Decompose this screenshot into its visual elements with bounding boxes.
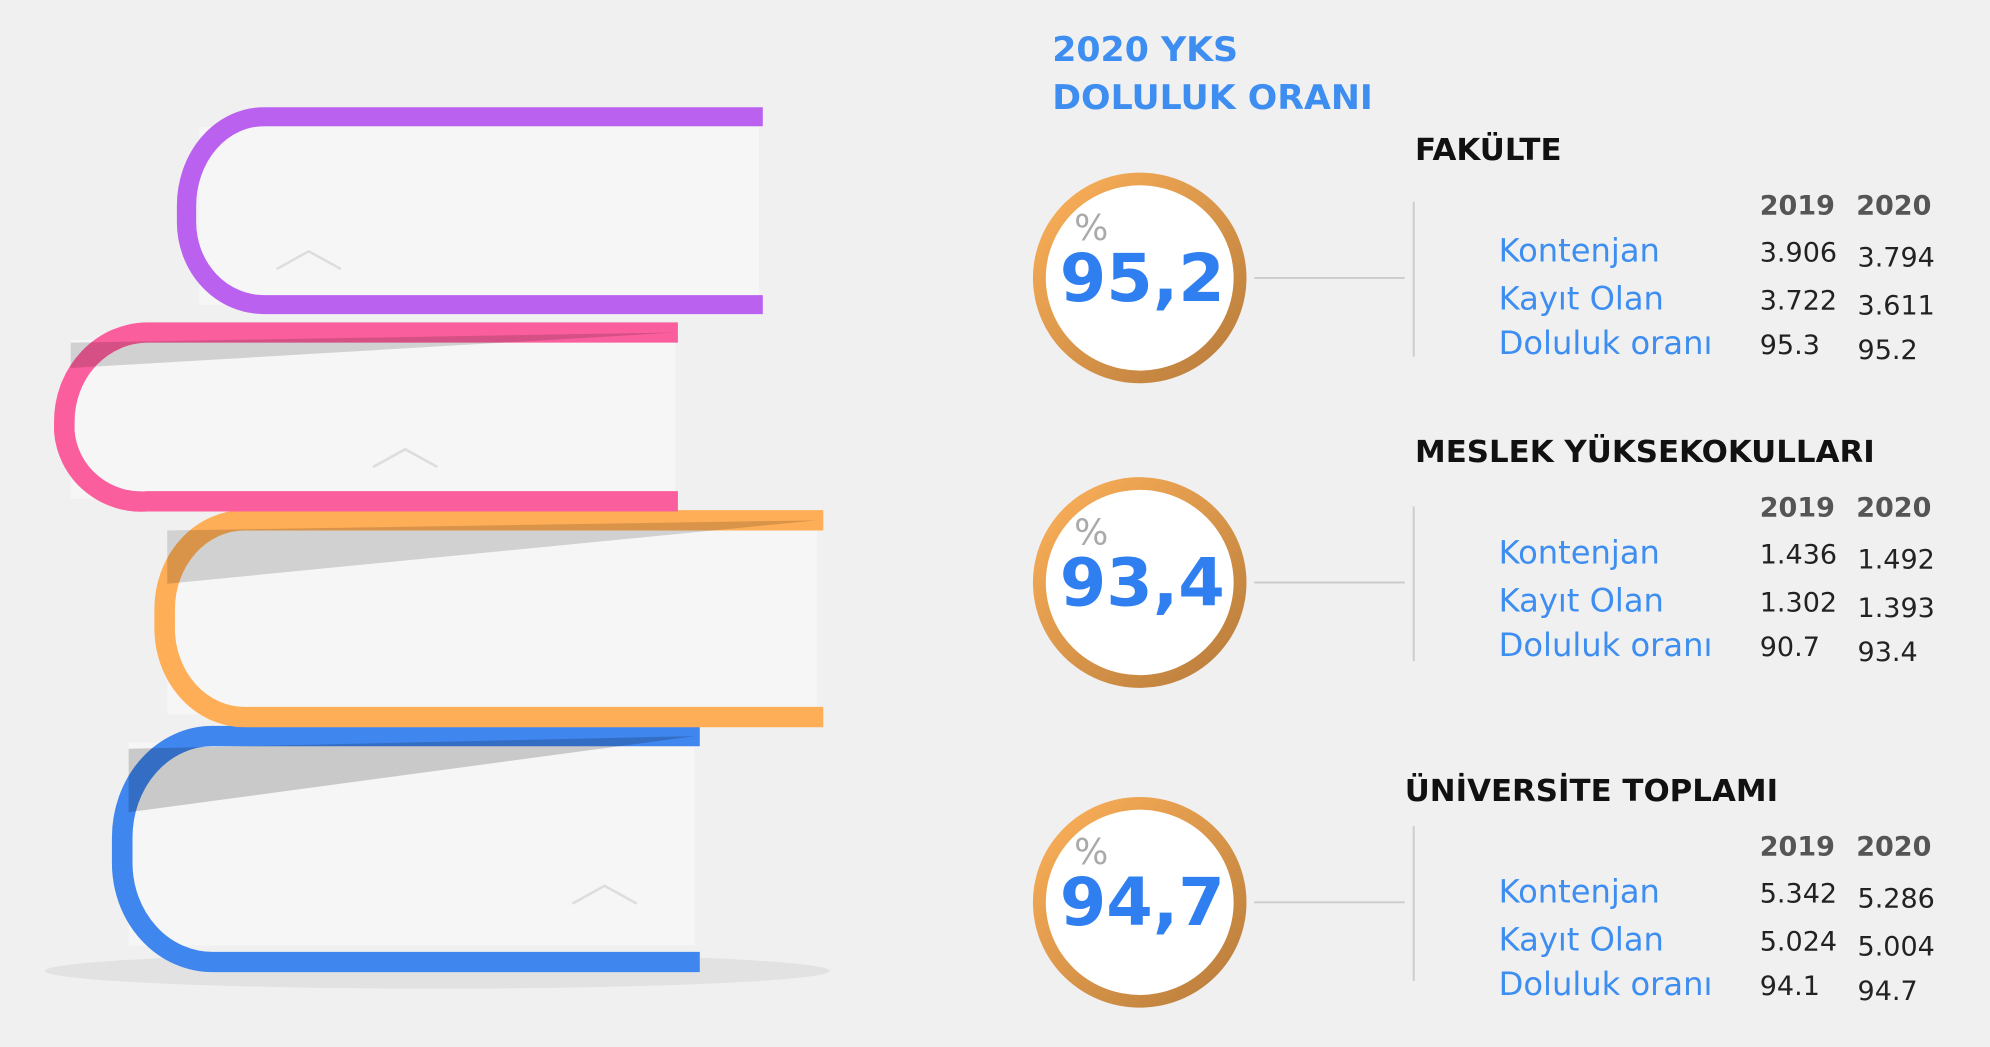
cell: 1.302: [1760, 588, 1837, 619]
big-value: 93,4: [1060, 544, 1225, 621]
row-label: Doluluk oranı: [1499, 965, 1713, 1003]
section-heading: MESLEK YÜKSEKOKULLARI: [1415, 433, 1875, 470]
section-heading: ÜNİVERSİTE TOPLAMI: [1405, 772, 1778, 809]
page: {"header":{"title_line1":"2020 YKS","tit…: [0, 0, 1990, 1047]
cell: 3.722: [1760, 286, 1837, 317]
cell: 90.7: [1760, 632, 1820, 663]
cell: 5.342: [1760, 878, 1837, 909]
cell: 5.024: [1760, 927, 1837, 958]
row-label: Kontenjan: [1499, 232, 1660, 270]
cell: 1.393: [1858, 593, 1935, 624]
year-header: 2020: [1856, 832, 1931, 863]
big-value: 94,7: [1060, 864, 1225, 941]
row-label: Kayıt Olan: [1499, 582, 1664, 620]
cell: 95.2: [1858, 335, 1918, 366]
cell: 3.611: [1858, 291, 1935, 322]
cell: 3.794: [1858, 243, 1935, 274]
row-label: Doluluk oranı: [1499, 324, 1713, 362]
cell: 5.286: [1858, 884, 1935, 915]
year-header: 2020: [1856, 191, 1931, 222]
row-label: Kayıt Olan: [1499, 280, 1664, 318]
cell: 3.906: [1760, 238, 1837, 269]
cell: 1.436: [1760, 540, 1837, 571]
infographic: 2020 YKS DOLULUK ORANI FAKÜLTE%95,220192…: [0, 0, 1990, 1047]
row-label: Kayıt Olan: [1499, 921, 1664, 959]
big-value: 95,2: [1060, 239, 1225, 316]
cell: 95.3: [1760, 330, 1820, 361]
row-label: Doluluk oranı: [1499, 626, 1713, 664]
cell: 93.4: [1858, 637, 1918, 668]
cell: 94.7: [1858, 976, 1918, 1007]
row-label: Kontenjan: [1499, 534, 1660, 572]
year-header: 2019: [1760, 832, 1835, 863]
year-header: 2019: [1760, 191, 1835, 222]
section-heading: FAKÜLTE: [1415, 131, 1562, 168]
year-header: 2019: [1760, 493, 1835, 524]
cell: 5.004: [1858, 932, 1935, 963]
row-label: Kontenjan: [1499, 873, 1660, 911]
title-line: 2020 YKS: [1052, 30, 1238, 70]
cell: 94.1: [1760, 971, 1820, 1002]
year-header: 2020: [1856, 493, 1931, 524]
cell: 1.492: [1858, 545, 1935, 576]
title-line: DOLULUK ORANI: [1052, 78, 1373, 118]
